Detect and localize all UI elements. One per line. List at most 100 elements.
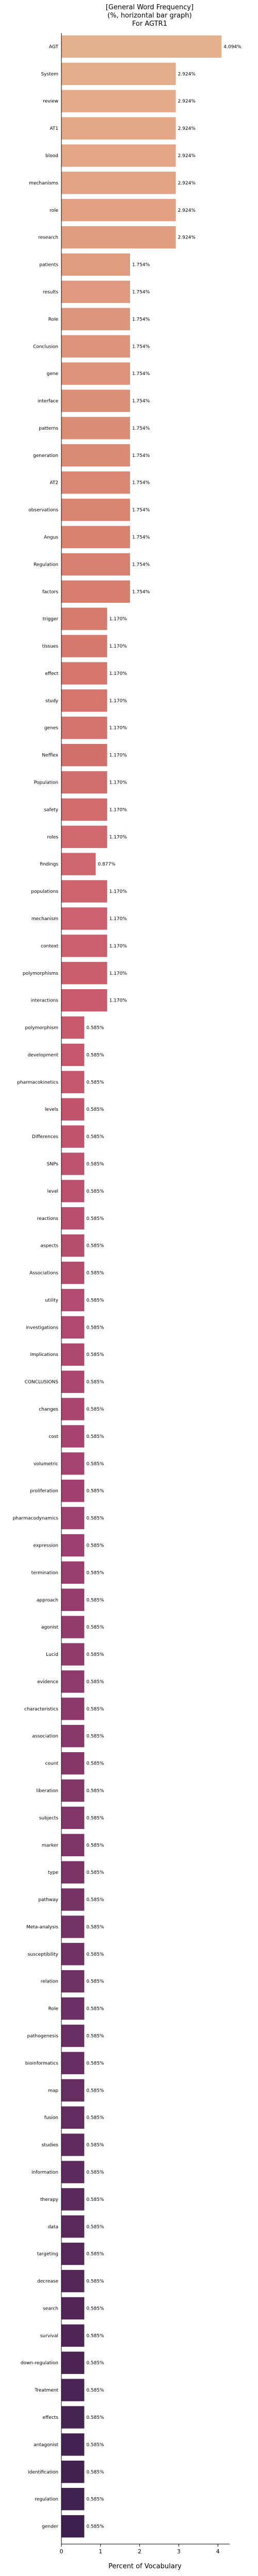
value-label: 0.585% <box>86 1570 104 1575</box>
bar <box>61 389 130 412</box>
bar <box>61 1425 85 1448</box>
value-label: 1.754% <box>132 453 150 459</box>
category-labels-group: AGT System review AT1 blood mechanisms role res… <box>13 44 59 2529</box>
bar <box>61 2106 85 2129</box>
category-label: Meta-analysis <box>26 1925 58 1930</box>
value-label: 0.585% <box>86 1216 104 1222</box>
category-label: interface <box>38 399 59 404</box>
value-label: 1.754% <box>132 481 150 486</box>
value-label: 0.585% <box>86 1352 104 1358</box>
category-label: AT2 <box>50 481 58 486</box>
bar <box>61 199 176 222</box>
category-label: levels <box>45 1107 58 1112</box>
value-label: 2.924% <box>178 181 196 186</box>
value-label: 0.585% <box>86 1080 104 1085</box>
category-label: interactions <box>31 998 59 1004</box>
value-label: 0.585% <box>86 1380 104 1385</box>
value-label: 1.754% <box>132 344 150 349</box>
bar <box>61 2433 85 2456</box>
category-label: bioinformatics <box>25 2061 58 2066</box>
value-label: 0.585% <box>86 1897 104 1903</box>
category-label: association <box>32 1734 58 1739</box>
bar <box>61 717 107 739</box>
bar <box>61 1098 85 1121</box>
category-label: populations <box>31 889 58 894</box>
bar <box>61 1452 85 1475</box>
category-label: Angus <box>44 535 58 540</box>
value-label: 1.170% <box>109 699 127 704</box>
bar <box>61 825 107 848</box>
value-label: 0.585% <box>86 2170 104 2175</box>
bar <box>61 635 107 657</box>
bar <box>61 362 130 385</box>
bar <box>61 2461 85 2483</box>
value-label: 2.924% <box>178 235 196 241</box>
bar <box>61 2079 85 2102</box>
bar <box>61 526 130 549</box>
x-ticks-group: 0 1 2 3 4 <box>60 2544 220 2555</box>
bar <box>61 417 130 439</box>
value-label: 0.585% <box>86 1925 104 1930</box>
value-label: 1.170% <box>109 807 127 812</box>
chart-title-line-1: [General Word Frequency] <box>106 4 194 11</box>
bar <box>61 1670 85 1693</box>
category-label: information <box>31 2170 58 2175</box>
value-label: 2.924% <box>178 154 196 159</box>
category-label: SNPs <box>47 1162 59 1167</box>
bar <box>61 1916 85 1938</box>
category-label: termination <box>31 1570 58 1575</box>
bar <box>61 1861 85 1884</box>
bar <box>61 444 130 467</box>
category-label: System <box>41 72 58 77</box>
value-label: 0.585% <box>86 1489 104 1494</box>
value-label: 0.585% <box>86 2415 104 2420</box>
bar <box>61 989 107 1012</box>
category-label: identification <box>28 2470 58 2475</box>
bar <box>61 335 130 358</box>
value-label: 0.585% <box>86 1625 104 1630</box>
category-label: safety <box>44 807 58 812</box>
value-label: 2.924% <box>178 208 196 213</box>
category-label: studies <box>42 2143 59 2148</box>
bar <box>61 1207 85 1230</box>
bar <box>61 1588 85 1611</box>
chart-title: [General Word Frequency] (%, horizontal … <box>106 4 194 28</box>
category-label: antagonist <box>34 2443 58 2448</box>
value-label: 0.585% <box>86 2361 104 2366</box>
bar <box>61 1561 85 1584</box>
category-label: expression <box>33 1543 58 1548</box>
category-label: roles <box>47 835 58 840</box>
category-label: effect <box>45 671 58 676</box>
category-label: development <box>28 1053 59 1058</box>
value-label: 0.585% <box>86 1788 104 1793</box>
bar <box>61 280 130 303</box>
category-label: patients <box>39 263 58 268</box>
category-label: agonist <box>41 1625 59 1630</box>
value-label: 1.170% <box>109 644 127 649</box>
value-label: 0.877% <box>98 862 116 867</box>
value-label: 0.585% <box>86 2143 104 2148</box>
category-label: approach <box>37 1598 58 1603</box>
bar <box>61 1534 85 1557</box>
value-label: 0.585% <box>86 1244 104 1249</box>
category-label: genes <box>44 726 58 731</box>
value-label: 0.585% <box>86 2034 104 2039</box>
category-label: mechanism <box>31 917 58 922</box>
bars-group <box>61 35 222 2538</box>
bar <box>61 498 130 521</box>
category-label: factors <box>42 589 58 595</box>
bar <box>61 2133 85 2156</box>
value-labels-group: 4.094% 2.924% 2.924% 2.924% 2.924% 2.924% 2.92… <box>86 44 241 2529</box>
bar <box>61 471 130 494</box>
category-label: gender <box>42 2524 58 2530</box>
category-label: liberation <box>36 1788 58 1793</box>
bar <box>61 1698 85 1720</box>
value-label: 0.585% <box>86 1979 104 1985</box>
value-label: 1.754% <box>132 290 150 295</box>
bar <box>61 172 176 194</box>
bar <box>61 2215 85 2238</box>
value-label: 0.585% <box>86 2279 104 2284</box>
value-label: 0.585% <box>86 1952 104 1957</box>
bar <box>61 607 107 630</box>
value-label: 1.170% <box>109 835 127 840</box>
